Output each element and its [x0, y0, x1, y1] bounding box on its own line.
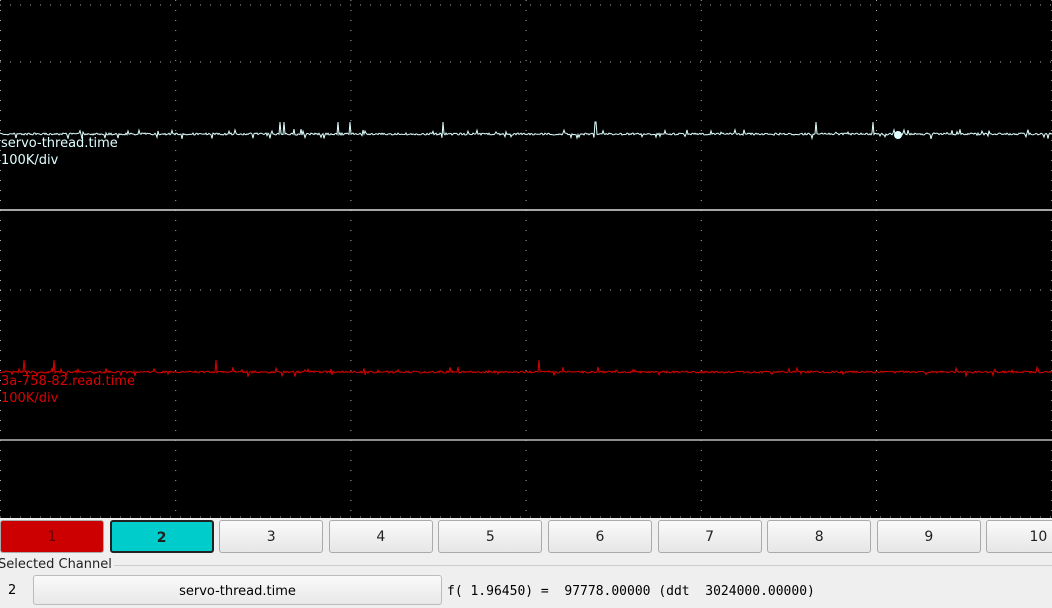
trace	[0, 359, 1052, 378]
trace	[0, 121, 1052, 141]
channel-button[interactable]: 6	[548, 520, 652, 553]
scope-background	[0, 0, 1052, 518]
trace-scale: 100K/div	[1, 391, 59, 406]
channel-button[interactable]: 7	[657, 520, 762, 553]
channel-button[interactable]: 2	[109, 520, 214, 553]
channel-button[interactable]: 9	[876, 520, 981, 553]
group-border	[0, 565, 1052, 566]
traces: servo-thread.time 100K/div 3a-758-82.read.…	[0, 121, 1052, 406]
group-title: Selected Channel	[0, 557, 114, 572]
channel-buttons: 1 2 3 4 5 6 7 8 9 10	[0, 520, 1052, 555]
channel-button[interactable]: 1	[0, 520, 104, 553]
cursor	[894, 131, 902, 139]
channel-button[interactable]: 10	[986, 520, 1052, 553]
readout: f( 1.96450) = 97778.00000 (ddt 3024000.0…	[447, 584, 815, 599]
channel-button[interactable]: 3	[219, 520, 324, 553]
scope-display: servo-thread.time 100K/div 3a-758-82.read.…	[0, 0, 1052, 518]
channel-number: 2	[8, 583, 17, 598]
channel-button[interactable]: 5	[438, 520, 543, 553]
channel-name-button[interactable]: servo-thread.time	[33, 575, 442, 605]
channel-button[interactable]: 8	[767, 520, 872, 553]
trace-label: servo-thread.time	[1, 136, 118, 151]
trace-scale: 100K/div	[1, 153, 59, 168]
channel-button[interactable]: 4	[328, 520, 433, 553]
trace-label: 3a-758-82.read.time	[1, 374, 135, 389]
